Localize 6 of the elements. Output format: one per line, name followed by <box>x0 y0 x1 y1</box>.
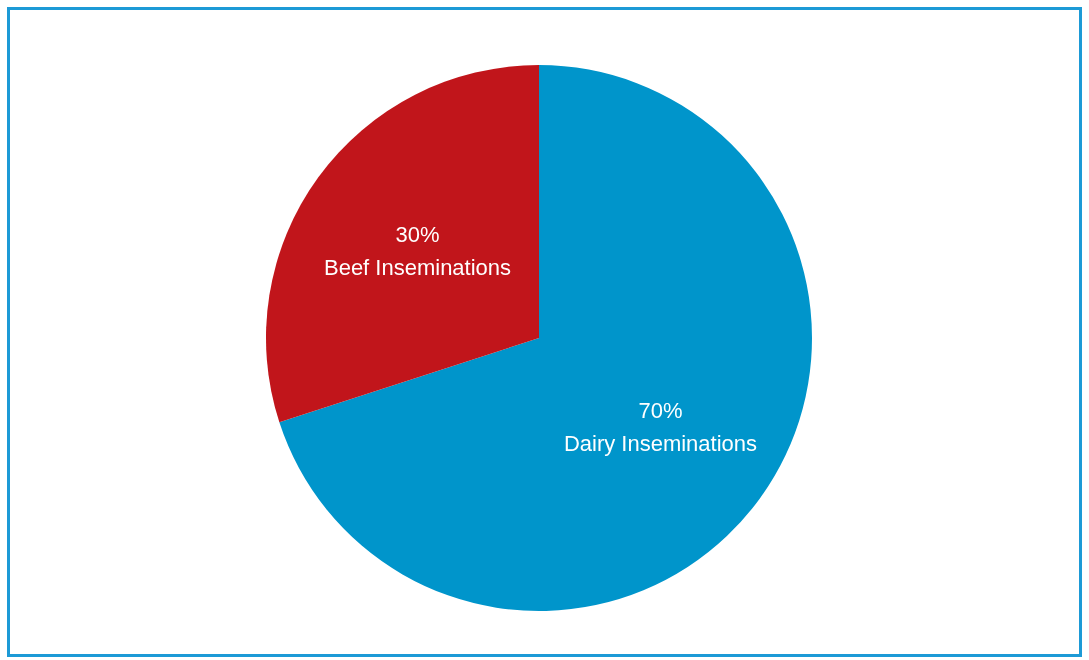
slice-label: Beef Inseminations <box>323 254 512 280</box>
pie-slice <box>279 65 812 611</box>
pie-slice <box>266 65 539 423</box>
data-label: 30% <box>395 221 440 247</box>
slice-label: Dairy Inseminations <box>563 430 758 456</box>
data-label: 70% <box>638 397 683 423</box>
